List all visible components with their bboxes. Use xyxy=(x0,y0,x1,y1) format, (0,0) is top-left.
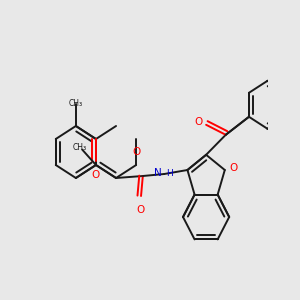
Text: O: O xyxy=(92,170,100,180)
Text: N: N xyxy=(154,168,162,178)
Text: O: O xyxy=(229,163,238,173)
Text: O: O xyxy=(136,205,144,215)
Text: H: H xyxy=(166,169,173,178)
Text: O: O xyxy=(132,147,140,157)
Text: O: O xyxy=(194,117,202,127)
Text: F: F xyxy=(298,78,300,88)
Text: CH₃: CH₃ xyxy=(69,98,83,107)
Text: CH₃: CH₃ xyxy=(73,143,87,152)
